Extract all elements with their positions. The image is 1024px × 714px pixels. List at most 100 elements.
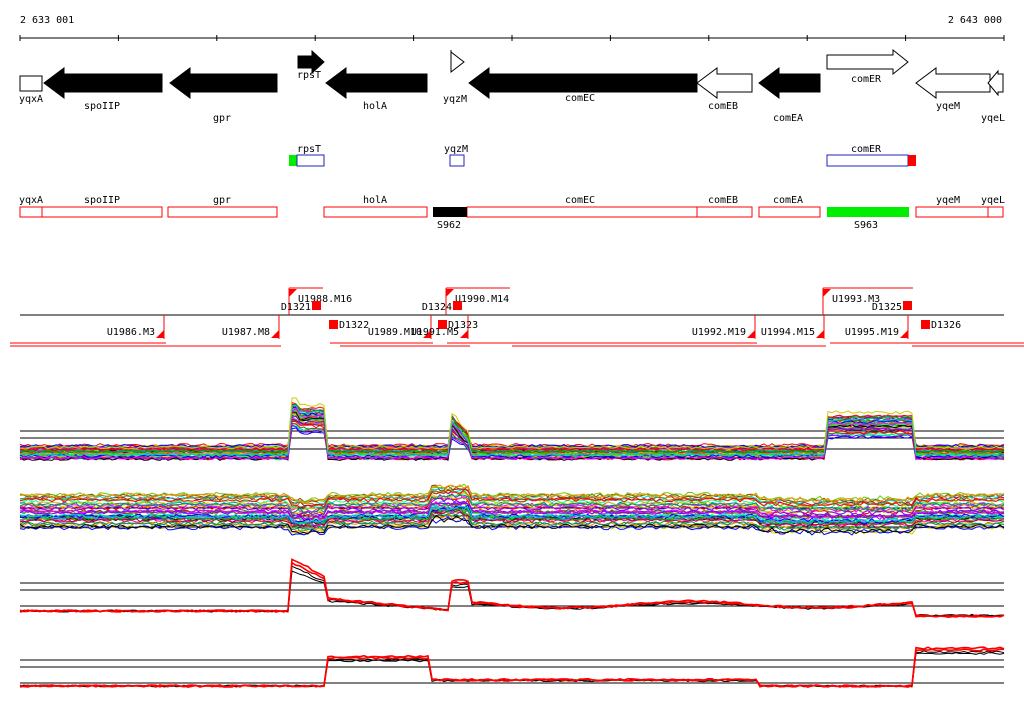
expression-trace <box>19 494 1005 516</box>
gene-spoIIP[interactable]: spoIIP <box>43 67 163 112</box>
promoter-fwd-U1990.M14[interactable]: U1990.M14 <box>445 287 510 315</box>
promoter-label-U1992.M19: U1992.M19 <box>692 327 746 338</box>
expression-trace <box>19 484 1005 504</box>
rev-box-yqxA[interactable]: yqxA <box>19 195 43 218</box>
terminator-fwd-D1321[interactable]: D1321 <box>281 301 321 313</box>
rev-box-gpr[interactable]: gpr <box>167 195 278 218</box>
expression-trace <box>19 650 1005 688</box>
rev-box-label-spoIIP: spoIIP <box>84 195 120 206</box>
terminator-label-D1324: D1324 <box>422 302 452 313</box>
expression-trace <box>19 565 1005 618</box>
ruler-ticks <box>19 35 1005 41</box>
ruler-end-label: 2 643 000 <box>948 15 1002 26</box>
promoter-label-U1989.M10: U1989.M10 <box>368 327 422 338</box>
fwd-box-rpsT[interactable]: rpsT <box>289 144 325 167</box>
rev-box-label-yqeL: yqeL <box>981 195 1005 206</box>
fwd-box-label-yqzM: yqzM <box>444 144 468 155</box>
promoter-label-U1988.M16: U1988.M16 <box>298 294 352 305</box>
expression-trace <box>19 411 1005 462</box>
rev-box-label-yqeM: yqeM <box>936 195 960 206</box>
expression-trace <box>19 648 1004 688</box>
promoter-fwd-U1988.M16[interactable]: U1988.M16 <box>288 287 352 315</box>
gene-gpr[interactable]: gpr <box>169 67 278 124</box>
expression-trace <box>19 494 1005 514</box>
expression-trace <box>19 489 1005 508</box>
expression-trace <box>19 570 1005 617</box>
rev-box-comEB[interactable]: comEB <box>696 195 753 218</box>
terminator-label-D1322: D1322 <box>339 320 369 331</box>
expression-trace <box>19 484 1005 503</box>
promoter-rev-U1992.M19[interactable]: U1992.M19 <box>692 315 756 339</box>
rev-box-label-comEA: comEA <box>773 195 803 206</box>
rev-box-yqeL[interactable]: yqeL <box>981 195 1005 218</box>
promoter-label-U1991.M5: U1991.M5 <box>411 327 459 338</box>
gene-comEA[interactable]: comEA <box>758 67 821 124</box>
segment-label-S962: S962 <box>437 220 461 231</box>
promoter-rev-U1994.M15[interactable]: U1994.M15 <box>761 315 825 339</box>
gene-comEB[interactable]: comEB <box>696 67 753 112</box>
promoter-rev-U1995.M19[interactable]: U1995.M19 <box>845 315 909 339</box>
terminator-fwd-D1324[interactable]: D1324 <box>422 301 462 313</box>
expression-trace <box>19 512 1005 532</box>
expression-trace <box>19 405 1005 457</box>
expression-trace <box>19 505 1005 525</box>
terminator-fwd-D1325[interactable]: D1325 <box>872 301 912 313</box>
terminator-rev-D1323[interactable]: D1323 <box>438 320 478 331</box>
gene-holA[interactable]: holA <box>325 67 428 112</box>
fwd-box-label-comER: comER <box>851 144 882 155</box>
rev-box-spoIIP[interactable]: spoIIP <box>41 195 163 218</box>
terminator-label-D1326: D1326 <box>931 320 961 331</box>
coordinate-ruler: 2 633 001 2 643 000 <box>19 15 1005 41</box>
rev-box-label-gpr: gpr <box>213 195 231 206</box>
gene-yqeM[interactable]: yqeM <box>915 67 991 112</box>
segment-S963[interactable]: S963 <box>827 207 909 231</box>
fwd-box-comER[interactable]: comER <box>826 144 916 167</box>
gene-label-comER: comER <box>851 74 882 85</box>
expression-panel-4 <box>19 646 1005 688</box>
gene-comEC[interactable]: comEC <box>468 67 698 104</box>
terminator-label-D1321: D1321 <box>281 302 311 313</box>
expression-trace <box>19 497 1005 517</box>
gene-rpsT[interactable]: rpsT <box>297 49 325 81</box>
gene-label-comEC: comEC <box>565 93 595 104</box>
gene-comER[interactable]: comER <box>826 48 909 85</box>
segment-S962[interactable]: S962 <box>433 207 467 231</box>
rev-box-yqeM[interactable]: yqeM <box>915 195 989 218</box>
gene-yqxA[interactable]: yqxA <box>19 75 43 105</box>
rev-box-comEA[interactable]: comEA <box>758 195 821 218</box>
gene-label-rpsT: rpsT <box>297 70 321 81</box>
ruler-start-label: 2 633 001 <box>20 15 74 26</box>
rev-box-label-comEB: comEB <box>708 195 738 206</box>
promoter-label-U1987.M8: U1987.M8 <box>222 327 270 338</box>
promoter-rev-U1989.M10[interactable]: U1989.M10 <box>368 315 432 339</box>
rev-box-holA[interactable]: holA <box>323 195 428 218</box>
expression-trace <box>19 491 1005 512</box>
promoter-rev-U1986.M3[interactable]: U1986.M3 <box>107 315 165 339</box>
gene-yqeL[interactable]: yqeL <box>981 69 1005 124</box>
terminator-rev-D1322[interactable]: D1322 <box>329 320 369 331</box>
promoter-label-U1990.M14: U1990.M14 <box>455 294 509 305</box>
rev-box-comEC[interactable]: comEC <box>466 195 698 218</box>
expression-trace <box>19 558 1005 619</box>
expression-panels <box>19 397 1005 688</box>
terminator-label-D1323: D1323 <box>448 320 478 331</box>
promoter-rev-U1991.M5[interactable]: U1991.M5 <box>411 315 469 339</box>
expression-trace <box>19 509 1005 529</box>
promoter-label-U1986.M3: U1986.M3 <box>107 327 155 338</box>
gene-label-gpr: gpr <box>213 113 231 124</box>
expression-trace <box>19 508 1005 528</box>
promoter-rev-U1987.M8[interactable]: U1987.M8 <box>222 315 280 339</box>
expression-panel-3 <box>19 558 1005 619</box>
expression-trace <box>19 487 1005 506</box>
promoter-terminator-track: U1988.M16 U1990.M14 U1993.M3 D1321 D1324… <box>10 287 1024 347</box>
promoter-fwd-U1993.M3[interactable]: U1993.M3 <box>822 287 913 315</box>
expression-panel-2 <box>19 483 1005 536</box>
expression-trace <box>19 483 1005 503</box>
gene-label-holA: holA <box>363 101 387 112</box>
gene-yqzM[interactable]: yqzM <box>443 50 467 105</box>
terminator-rev-D1326[interactable]: D1326 <box>921 320 961 331</box>
gene-label-comEB: comEB <box>708 101 738 112</box>
fwd-box-yqzM[interactable]: yqzM <box>444 144 468 167</box>
rev-box-label-yqxA: yqxA <box>19 195 43 206</box>
